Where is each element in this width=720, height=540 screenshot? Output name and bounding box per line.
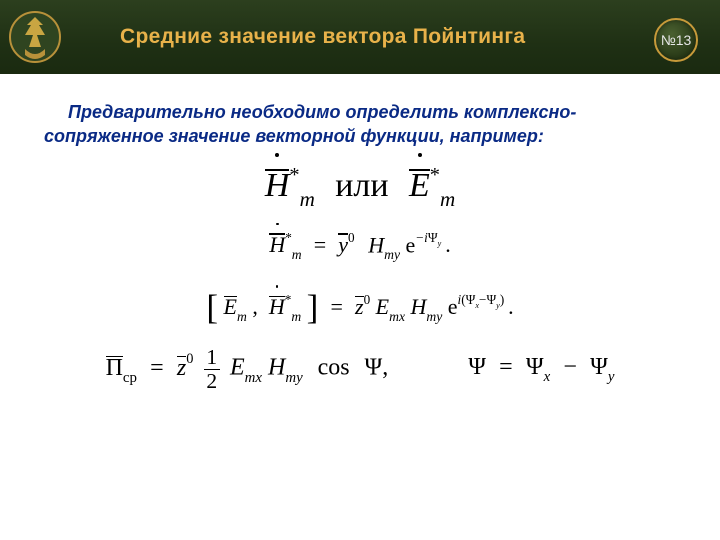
equation-2: H*m = y0 Hmy e−iΨy. xyxy=(269,232,450,262)
eq2-exp-prefix: −i xyxy=(415,230,428,245)
eq3-Hmy: H xyxy=(411,294,427,319)
eq3-z-sup: 0 xyxy=(364,292,371,307)
eq3-H-star: * xyxy=(285,292,292,307)
eq3-psi-y-sub: y xyxy=(496,301,500,310)
eq2-H: H xyxy=(269,232,285,258)
eq1-or: или xyxy=(323,167,400,204)
eq4b-Psi-x-sub: x xyxy=(544,369,551,385)
eq4a-Hmy: H xyxy=(268,355,285,381)
eq4a-Emx-sub: mx xyxy=(245,370,262,386)
eq4a-z: z xyxy=(177,355,186,382)
equation-4-row: Пср = z0 1 2 Emx Hmy cos Ψ, Ψ = Ψx − Ψy xyxy=(106,346,615,392)
eq3-z: z xyxy=(355,294,364,320)
eq2-exp-sub: y xyxy=(438,239,442,248)
eq3-E: E xyxy=(224,294,237,320)
emblem xyxy=(0,0,70,74)
eq4a-frac-d: 2 xyxy=(204,370,220,393)
eq2-y-sup: 0 xyxy=(348,230,355,245)
slide-header: Средние значение вектора Пойнтинга №13 xyxy=(0,0,720,74)
eq3-psi-x-sub: x xyxy=(475,301,479,310)
eq2-y: y xyxy=(338,232,348,258)
eq4a-Pi-sub: ср xyxy=(123,370,137,386)
eq2-exp-psi: Ψ xyxy=(428,230,438,245)
eq1-E: E xyxy=(409,167,430,205)
eq4a-Hmy-sub: my xyxy=(285,370,302,386)
coat-of-arms-icon xyxy=(7,9,63,65)
page-number-badge: №13 xyxy=(654,18,698,62)
eq2-e: e xyxy=(406,232,416,257)
eq3-Emx: E xyxy=(376,294,389,319)
eq4a-Pi: П xyxy=(106,355,123,382)
eq3-Hmy-sub: my xyxy=(426,309,442,324)
eq3-Emx-sub: mx xyxy=(389,309,405,324)
eq1-H-sub: m xyxy=(300,187,315,211)
eq4b-Psi-x: Ψ xyxy=(526,354,544,380)
eq1-H: H xyxy=(265,167,290,205)
equation-4b: Ψ = Ψx − Ψy xyxy=(468,354,614,385)
math-area: H*m или E*m H*m = y0 Hmy e−iΨy. [ Em , H… xyxy=(0,167,720,393)
eq1-E-star: * xyxy=(430,164,440,186)
eq3-H: H xyxy=(269,294,285,320)
eq4a-z-sup: 0 xyxy=(186,351,193,367)
eq4b-Psi-y: Ψ xyxy=(590,354,608,380)
equation-3: [ Em , H*m ] = z0 Emx Hmy ei(Ψx−Ψy). xyxy=(206,283,513,323)
slide-title: Средние значение вектора Пойнтинга xyxy=(70,25,720,49)
equation-4a: Пср = z0 1 2 Emx Hmy cos Ψ, xyxy=(106,346,389,392)
eq4a-frac: 1 2 xyxy=(204,346,220,392)
eq3-E-sub: m xyxy=(237,309,247,324)
eq3-e: e xyxy=(448,294,458,319)
intro-text: Предварительно необходимо определить ком… xyxy=(44,100,676,149)
eq2-H-sub: m xyxy=(292,247,302,262)
eq2-Hmy-sub: my xyxy=(384,247,400,262)
eq4a-frac-n: 1 xyxy=(204,346,220,369)
eq4a-Emx: E xyxy=(230,355,245,381)
eq3-psi-x: Ψ xyxy=(466,292,476,307)
eq4a-cos: cos xyxy=(318,355,350,381)
eq4b-Psi: Ψ xyxy=(468,354,486,380)
page-prefix: № xyxy=(661,32,676,48)
eq4a-Psi: Ψ xyxy=(364,355,382,381)
eq1-E-sub: m xyxy=(440,187,455,211)
equation-1: H*m или E*m xyxy=(265,167,455,210)
eq4b-Psi-y-sub: y xyxy=(608,369,615,385)
eq3-psi-y: Ψ xyxy=(486,292,496,307)
eq2-Hmy: H xyxy=(368,232,384,257)
page-number: 13 xyxy=(676,32,692,48)
eq1-H-star: * xyxy=(289,164,299,186)
eq3-H-sub: m xyxy=(291,309,301,324)
eq2-H-star: * xyxy=(285,230,292,245)
